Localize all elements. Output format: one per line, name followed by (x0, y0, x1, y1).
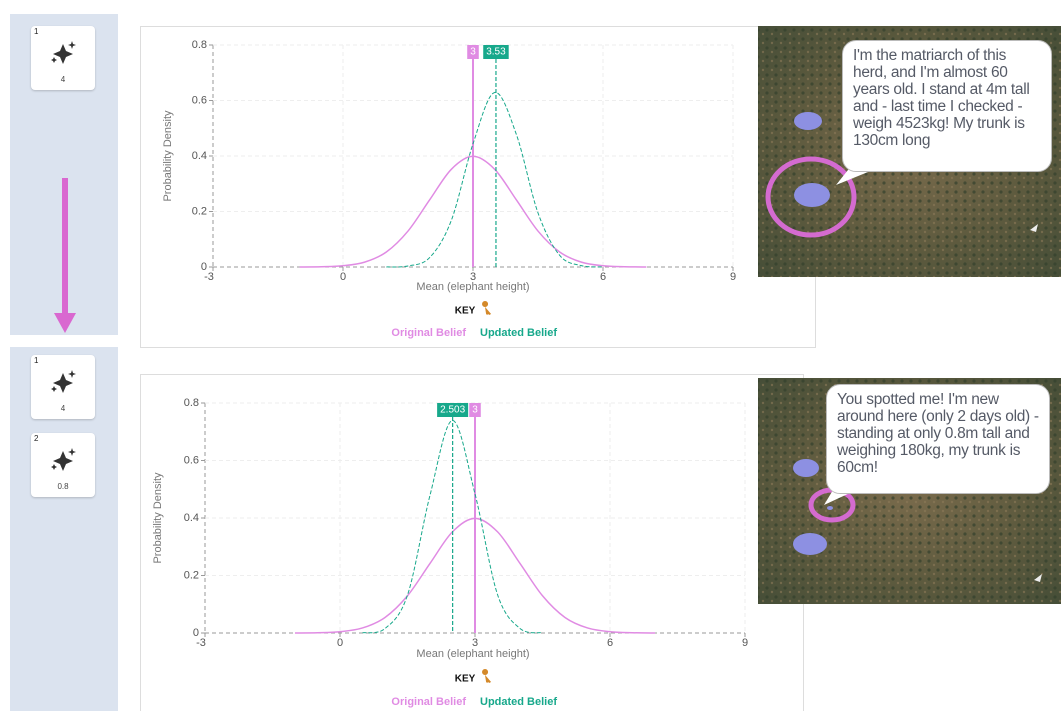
mean-label: 3 (470, 47, 476, 58)
legend-entry[interactable]: Updated Belief (480, 327, 557, 339)
x-tick-label: 6 (607, 637, 613, 649)
y-tick-label: 0.6 (184, 454, 199, 466)
y-tick-label: 0.2 (192, 205, 207, 217)
card[interactable]: 1 4 (31, 355, 95, 419)
legend-entry[interactable]: Updated Belief (480, 696, 557, 708)
y-axis-label: Probability Density (162, 110, 174, 202)
mean-label: 2.503 (440, 405, 465, 416)
card-value: 0.8 (31, 482, 95, 491)
x-tick-label: 9 (742, 637, 748, 649)
speech-bubble: You spotted me! I'm new around here (onl… (826, 384, 1050, 494)
y-axis-label: Probability Density (152, 472, 164, 564)
y-tick-label: 0.8 (192, 39, 207, 51)
card-value: 4 (31, 75, 95, 84)
mean-label: 3 (472, 405, 478, 416)
sparkle-icon (31, 34, 95, 74)
sparkle-icon (31, 441, 95, 481)
x-tick-label: 9 (730, 271, 736, 283)
chart-panel (141, 375, 804, 711)
page: { "sidebar": { "top_panel": {"cards": [{… (0, 0, 1061, 711)
key-title: KEY (455, 674, 476, 685)
key-title: KEY (455, 306, 476, 317)
x-tick-label: 6 (600, 271, 606, 283)
y-tick-label: 0.8 (184, 397, 199, 409)
card[interactable]: 1 4 (31, 26, 95, 90)
x-tick-label: 0 (337, 637, 343, 649)
card-value: 4 (31, 404, 95, 413)
speech-bubble: I'm the matriarch of this herd, and I'm … (842, 40, 1052, 172)
card[interactable]: 2 0.8 (31, 433, 95, 497)
y-tick-label: 0 (201, 261, 207, 273)
y-tick-label: 0 (193, 627, 199, 639)
chart-panel (141, 27, 816, 348)
legend-entry[interactable]: Original Belief (391, 327, 466, 339)
mean-label: 3.53 (486, 47, 506, 58)
x-tick-label: 0 (340, 271, 346, 283)
y-tick-label: 0.4 (192, 150, 207, 162)
y-tick-label: 0.2 (184, 569, 199, 581)
x-axis-label: Mean (elephant height) (416, 281, 529, 293)
y-tick-label: 0.4 (184, 512, 199, 524)
legend-entry[interactable]: Original Belief (391, 696, 466, 708)
y-tick-label: 0.6 (192, 94, 207, 106)
sparkle-icon (31, 363, 95, 403)
x-axis-label: Mean (elephant height) (416, 648, 529, 660)
